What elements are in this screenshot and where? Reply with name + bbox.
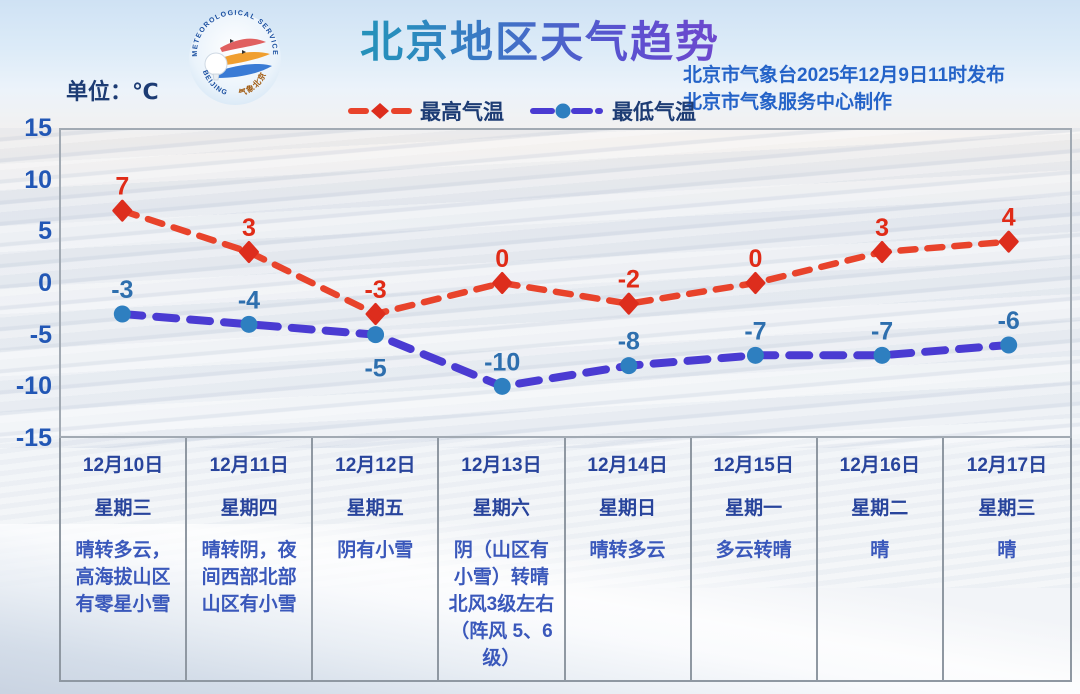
chart-legend: 最高气温 最低气温 [348, 96, 696, 126]
day-date: 12月11日 [209, 455, 289, 476]
logo-art [204, 38, 272, 81]
y-axis-tick: -5 [29, 320, 52, 349]
day-date: 12月14日 [587, 455, 668, 476]
publish-info: 北京市气象台2025年12月9日11时发布 北京市气象服务中心制作 [683, 62, 1005, 116]
day-weekday: 星期日 [599, 498, 657, 519]
day-column: 12月14日 星期日晴转多云 [566, 438, 692, 680]
day-column: 12月15日 星期一多云转晴 [692, 438, 818, 680]
day-date: 12月17日 [966, 455, 1048, 476]
day-weather: 阴（山区有小雪）转晴 北风3级左右（阵风 5、6级） [448, 540, 555, 669]
day-weekday: 星期一 [725, 498, 783, 519]
y-axis-tick: 5 [38, 217, 52, 246]
meteorological-service-logo-icon: METEOROLOGICAL SERVICE BEIJING 气象北京 [189, 10, 281, 105]
y-axis-tick: 15 [24, 114, 52, 142]
day-column: 12月11日 星期四晴转阴，夜间西部北部山区有小雪 [187, 438, 314, 680]
min-temp-line-icon [530, 103, 603, 119]
day-weather: 晴转多云，高海拔山区有零星小雪 [75, 540, 171, 615]
day-weather: 晴转多云 [589, 540, 666, 561]
day-weather: 多云转晴 [715, 540, 792, 561]
day-date: 12月10日 [82, 455, 164, 476]
day-weekday: 星期三 [94, 498, 152, 519]
legend-label-min: 最低气温 [612, 101, 696, 124]
y-axis-tick: 0 [38, 269, 52, 297]
day-date: 12月12日 [335, 455, 416, 476]
day-weekday: 星期五 [346, 498, 404, 519]
day-weekday: 星期三 [978, 498, 1036, 519]
day-weather: 阴有小雪 [337, 540, 414, 561]
page-title: 北京地区天气趋势 [0, 8, 1080, 70]
day-weather: 晴转阴，夜间西部北部山区有小雪 [201, 540, 297, 615]
day-column: 12月17日 星期三晴 [944, 438, 1070, 680]
day-weekday: 星期二 [851, 498, 909, 519]
forecast-table: 12月10日 星期三 晴转多云，高海拔山区有零星小雪 12月11日 星期四 晴转阴，夜间西… [59, 438, 1072, 682]
day-weekday: 星期六 [472, 498, 530, 519]
plot-area-border [59, 128, 1072, 438]
issued-by-line: 北京市气象台2025年12月9日11时发布 [683, 65, 1006, 86]
y-axis-tick: -10 [15, 372, 52, 401]
produced-by-line: 北京市气象服务中心制作 [683, 92, 893, 113]
legend-item-min-temp: 最低气温 [530, 96, 696, 126]
day-weekday: 星期四 [220, 498, 278, 519]
legend-item-max-temp: 最高气温 [348, 96, 504, 126]
day-column: 12月16日 星期二晴 [818, 438, 944, 680]
day-weather: 晴 [870, 540, 890, 561]
max-temp-line-icon [348, 103, 412, 119]
day-column: 12月12日 星期五阴有小雪 [313, 438, 440, 680]
y-axis: 15 10 5 0 -5 -10 -15 [0, 0, 52, 694]
day-date: 12月13日 [461, 455, 542, 476]
day-date: 12月15日 [713, 455, 794, 476]
day-weather: 晴 [997, 540, 1017, 561]
day-date: 12月16日 [839, 455, 920, 476]
day-column: 12月13日 星期六阴（山区有小雪）转晴 北风3级左右（阵风 5、6级） [439, 438, 566, 680]
legend-label-max: 最高气温 [420, 101, 504, 124]
unit-label: 单位：℃ [66, 79, 159, 104]
y-axis-tick: 10 [24, 165, 52, 194]
day-column: 12月10日 星期三晴转多云，高海拔山区有零星小雪 [61, 438, 188, 680]
y-axis-tick: -15 [15, 424, 52, 452]
